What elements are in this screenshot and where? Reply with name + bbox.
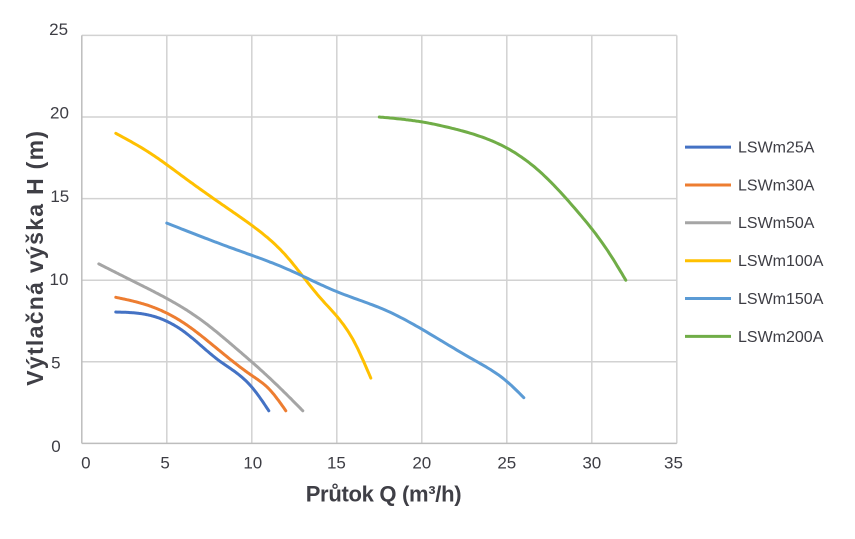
svg-text:LSWm30A: LSWm30A: [738, 177, 815, 194]
svg-text:25: 25: [497, 453, 516, 472]
svg-text:0: 0: [81, 453, 90, 472]
svg-text:0: 0: [51, 437, 60, 456]
svg-text:15: 15: [327, 453, 346, 472]
svg-text:LSWm25A: LSWm25A: [738, 140, 815, 157]
svg-text:35: 35: [664, 453, 683, 472]
svg-text:LSWm50A: LSWm50A: [738, 215, 815, 232]
svg-text:Průtok Q (m³/h): Průtok Q (m³/h): [306, 482, 462, 507]
svg-text:Výtlačná výška H (m): Výtlačná výška H (m): [22, 130, 48, 386]
svg-text:10: 10: [243, 453, 262, 472]
svg-text:15: 15: [50, 187, 69, 206]
svg-text:LSWm150A: LSWm150A: [738, 291, 824, 308]
svg-text:5: 5: [51, 354, 60, 373]
svg-text:30: 30: [582, 453, 601, 472]
svg-text:20: 20: [412, 453, 431, 472]
svg-text:LSWm200A: LSWm200A: [738, 329, 824, 346]
svg-text:25: 25: [49, 20, 68, 39]
svg-text:5: 5: [160, 453, 169, 472]
svg-text:10: 10: [50, 270, 69, 289]
svg-text:20: 20: [50, 104, 69, 123]
svg-text:LSWm100A: LSWm100A: [738, 253, 824, 270]
